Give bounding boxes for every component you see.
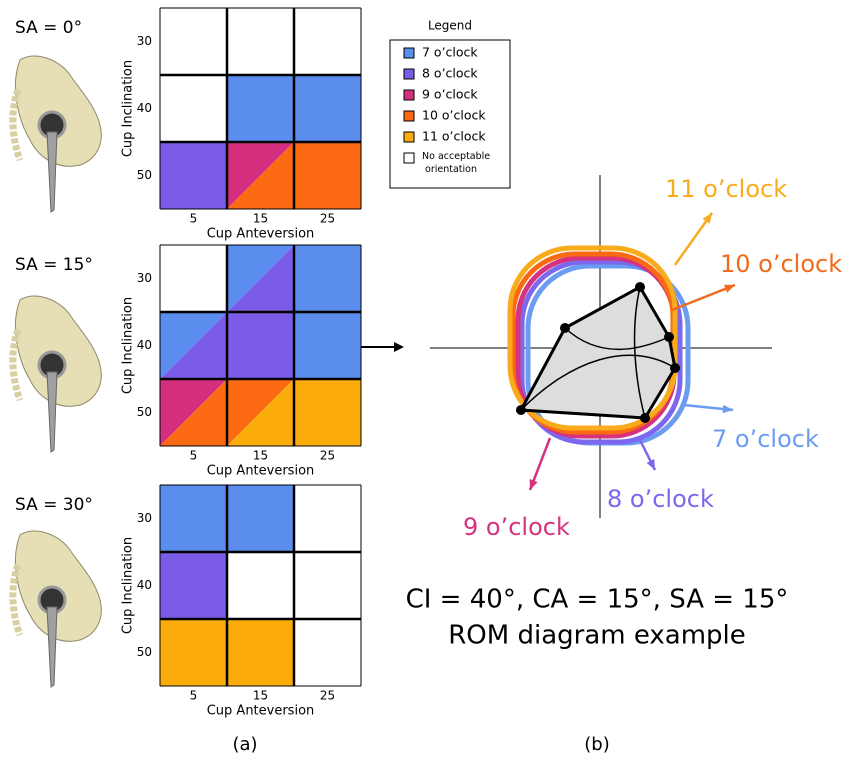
cell	[160, 619, 227, 686]
cell	[227, 75, 294, 142]
x-tick-label: 15	[253, 449, 268, 463]
y-tick-label: 40	[137, 578, 152, 592]
y-tick-label: 30	[137, 271, 152, 285]
curve-label: 11 o’clock	[665, 175, 787, 203]
pelvis-illustration	[13, 531, 101, 687]
legend-swatch	[404, 69, 414, 79]
legend-label: 7 o’clock	[422, 45, 478, 60]
pelvis-illustration	[13, 56, 101, 212]
y-tick-label: 50	[137, 645, 152, 659]
y-tick-label: 40	[137, 101, 152, 115]
x-axis-title: Cup Anteversion	[207, 227, 315, 242]
x-tick-label: 25	[320, 212, 335, 226]
cell	[227, 619, 294, 686]
y-axis-title: Cup Inclination	[121, 297, 136, 394]
x-axis-title: Cup Anteversion	[207, 464, 315, 479]
arrowhead	[724, 285, 735, 293]
cell	[227, 485, 294, 552]
x-tick-label: 5	[190, 689, 198, 703]
x-tick-label: 25	[320, 449, 335, 463]
legend-label: 9 o’clock	[422, 87, 478, 102]
y-tick-label: 30	[137, 511, 152, 525]
arrowhead	[530, 479, 538, 490]
cell	[294, 552, 361, 619]
legend-label: 10 o’clock	[422, 108, 486, 123]
subfigure-label: (b)	[584, 734, 609, 755]
y-tick-label: 50	[137, 168, 152, 182]
cell	[294, 619, 361, 686]
subfigure-label: (a)	[232, 734, 257, 755]
legend-swatch	[404, 90, 414, 100]
legend-label: 11 o’clock	[422, 129, 486, 144]
panel-label: SA = 0°	[15, 18, 82, 38]
legend-title: Legend	[428, 19, 472, 33]
x-tick-label: 5	[190, 212, 198, 226]
legend-swatch	[404, 132, 414, 142]
cell	[294, 379, 361, 446]
caption: ROM diagram example	[448, 621, 746, 651]
figure: SA = 0° 30 40 50 5 15 25 Cup Anteversion Cup Inc…	[0, 0, 856, 765]
cell	[294, 142, 361, 209]
y-tick-label: 40	[137, 338, 152, 352]
legend-swatch	[404, 48, 414, 58]
cell	[294, 485, 361, 552]
cell	[160, 75, 227, 142]
curve-label: 10 o’clock	[720, 250, 842, 278]
cell	[160, 8, 227, 75]
cell	[160, 245, 227, 312]
y-tick-label: 30	[137, 34, 152, 48]
x-tick-label: 25	[320, 689, 335, 703]
curve-label: 9 o’clock	[463, 513, 570, 541]
x-tick-label: 15	[253, 212, 268, 226]
legend-label: 8 o’clock	[422, 66, 478, 81]
cell	[160, 142, 227, 209]
cell	[294, 245, 361, 312]
x-axis-title: Cup Anteversion	[207, 704, 315, 719]
panel-label: SA = 15°	[15, 255, 93, 275]
cell	[227, 312, 294, 379]
rom-polygon	[521, 287, 675, 418]
legend-swatch	[404, 111, 414, 121]
cell	[294, 8, 361, 75]
legend-swatch	[404, 153, 414, 163]
x-tick-label: 5	[190, 449, 198, 463]
cell	[160, 485, 227, 552]
y-axis-title: Cup Inclination	[121, 537, 136, 634]
y-axis-title: Cup Inclination	[121, 60, 136, 157]
pelvis-illustration	[13, 296, 101, 452]
panel-label: SA = 30°	[15, 495, 93, 515]
caption: CI = 40°, CA = 15°, SA = 15°	[406, 585, 789, 615]
curve-label: 8 o’clock	[607, 485, 714, 513]
arrowhead	[394, 342, 404, 352]
cell	[227, 552, 294, 619]
x-tick-label: 15	[253, 689, 268, 703]
cell	[227, 8, 294, 75]
cell	[294, 75, 361, 142]
curve-label: 7 o’clock	[712, 425, 819, 453]
cell	[160, 552, 227, 619]
y-tick-label: 50	[137, 405, 152, 419]
cell	[294, 312, 361, 379]
